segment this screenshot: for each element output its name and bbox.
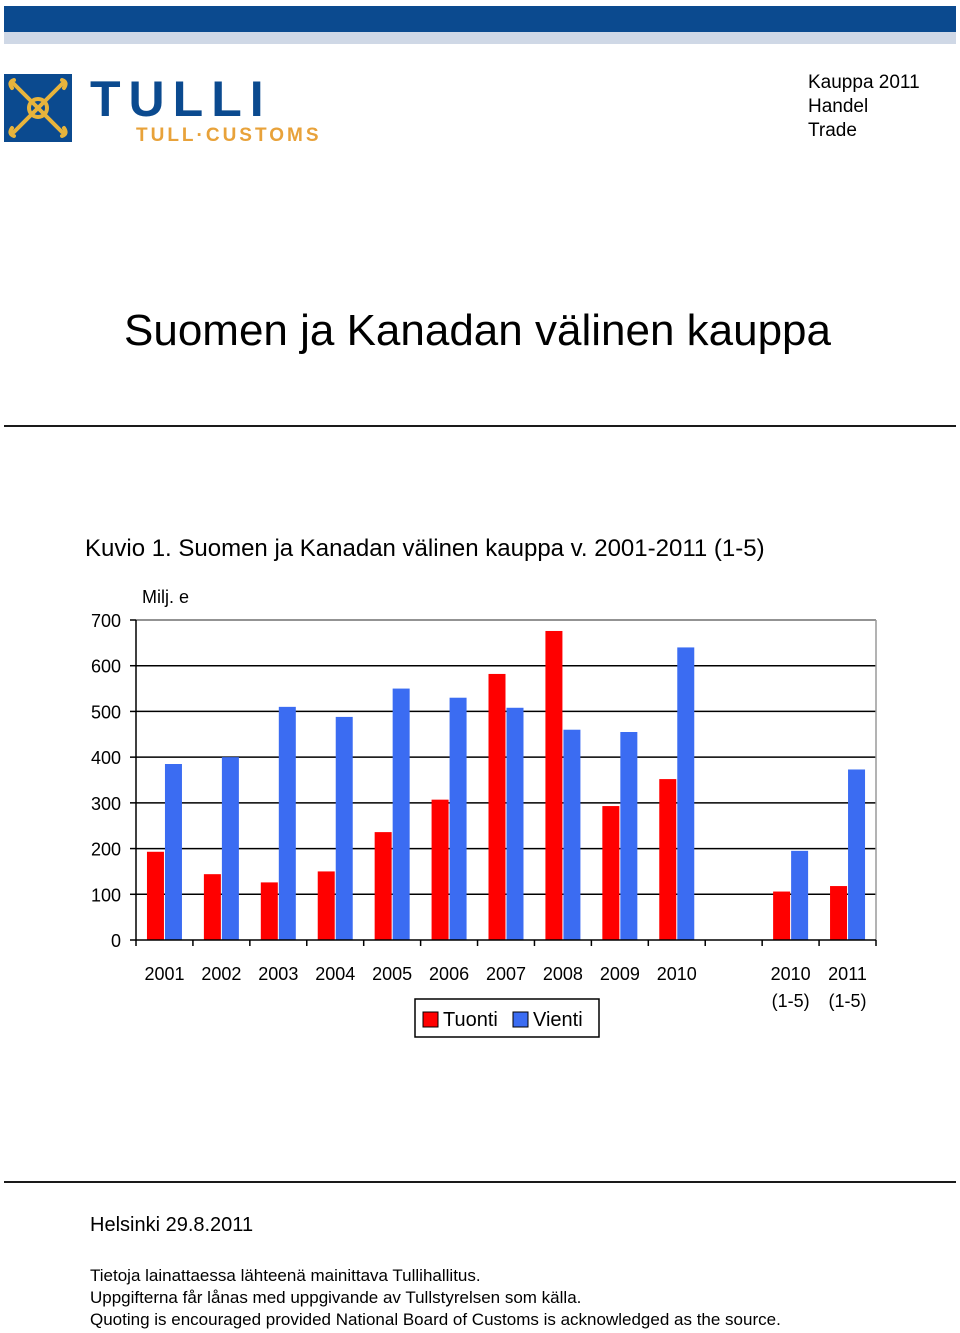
bar-vienti [392,688,410,940]
x-tick-label: 2001 [144,964,184,984]
divider-bottom [4,1181,956,1183]
bar-vienti [848,769,866,940]
series-line-en: Trade [808,120,857,141]
legend-label-vienti: Vienti [533,1009,583,1031]
bar-vienti [620,732,638,940]
bar-vienti [563,729,581,940]
y-tick-label: 600 [91,657,121,677]
bar-tuonti [830,886,848,940]
y-tick-label: 100 [91,885,121,905]
bar-tuonti [773,891,791,940]
series-line-fi: Kauppa 2011 [808,72,920,93]
series-line-sv: Handel [808,96,869,117]
y-tick-label: 500 [91,702,121,722]
top-color-band-light [4,32,956,44]
bar-tuonti [260,882,278,940]
bar-tuonti [203,874,221,940]
x-tick-label: 2010 [771,964,811,984]
x-tick-label-sub: (1-5) [772,991,810,1011]
bar-tuonti [545,630,563,940]
customs-emblem-icon [4,74,72,142]
y-tick-label: 400 [91,748,121,768]
tulli-logo: TULLI TULL·CUSTOMS [4,74,364,146]
bar-tuonti [602,806,620,940]
x-tick-label: 2011 [828,964,867,984]
y-axis-unit-label: Milj. e [142,587,189,607]
bar-vienti [221,757,239,940]
source-notes: Tietoja lainattaessa lähteenä mainittava… [90,1265,781,1331]
source-note-en: Quoting is encouraged provided National … [90,1310,781,1329]
figure-caption: Kuvio 1. Suomen ja Kanadan välinen kaupp… [85,535,765,562]
x-tick-label: 2009 [600,964,640,984]
y-tick-label: 700 [91,611,121,631]
x-tick-label-sub: (1-5) [829,991,867,1011]
logo-wordmark: TULLI [90,71,272,127]
page-title: Suomen ja Kanadan välinen kauppa [124,306,831,355]
bar-vienti [449,697,467,940]
bar-tuonti [146,851,164,940]
legend-label-tuonti: Tuonti [443,1009,498,1031]
x-tick-label: 2002 [201,964,241,984]
x-tick-label: 2010 [657,964,697,984]
top-color-band [4,6,956,32]
x-tick-label: 2003 [258,964,298,984]
legend-swatch-tuonti [422,1011,439,1028]
bar-tuonti [317,871,335,940]
bar-vienti [506,707,524,940]
publication-series: Kauppa 2011 Handel Trade [808,71,920,143]
x-tick-label: 2006 [429,964,469,984]
logo-subtitle: TULL·CUSTOMS [136,125,322,146]
bar-vienti [791,850,809,940]
bar-vienti [278,706,296,940]
source-note-fi: Tietoja lainattaessa lähteenä mainittava… [90,1266,481,1285]
bar-tuonti [488,673,506,940]
publication-date: Helsinki 29.8.2011 [90,1214,254,1236]
divider-top [4,425,956,427]
y-tick-label: 0 [111,931,121,951]
bar-vienti [164,764,182,940]
source-note-sv: Uppgifterna får lånas med uppgivande av … [90,1288,582,1307]
x-tick-label: 2007 [486,964,526,984]
x-tick-label: 2004 [315,964,355,984]
legend-swatch-vienti [512,1011,529,1028]
bar-vienti [335,716,353,940]
y-tick-label: 200 [91,840,121,860]
trade-bar-chart: 0 100 200 300 400 500 600 700 2001 2002 2003 2004 20… [91,587,877,1038]
x-tick-label: 2005 [372,964,412,984]
legend-box [414,998,600,1038]
bar-tuonti [431,799,449,940]
x-tick-label: 2008 [543,964,583,984]
bar-tuonti [659,779,677,940]
bar-tuonti [374,832,392,940]
y-tick-label: 300 [91,794,121,814]
bar-vienti [677,647,695,940]
